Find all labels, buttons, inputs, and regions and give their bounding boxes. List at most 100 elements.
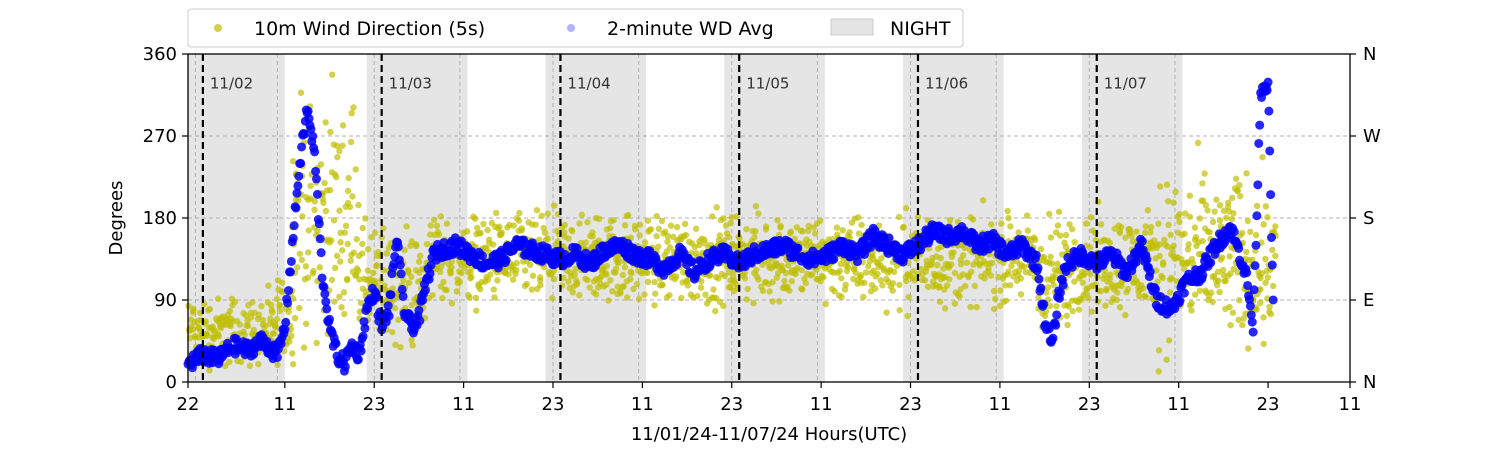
y-axis-right: N E S W N [1350,44,1381,393]
wind-5s-point [320,199,327,207]
wind-5s-point [1223,214,1230,221]
wind-5s-point [1236,297,1243,304]
wind-5s-point [1068,225,1076,233]
wind-5s-point [1267,310,1275,318]
wind-5s-point [341,310,348,318]
wind-5s-point [202,318,209,325]
wind-5s-point [426,231,434,238]
wind-5s-point [248,314,255,321]
wind-5s-point [991,305,998,313]
wind-5s-point [633,280,641,288]
day-label: 11/07 [1104,75,1147,93]
wind-5s-point [576,291,583,299]
wd-avg-point [687,257,697,267]
wind-5s-point [627,276,634,283]
wd-avg-point [1248,327,1258,337]
wind-5s-point [889,280,897,287]
wind-5s-point [741,269,748,277]
wind-5s-point [927,261,935,269]
wd-avg-point [272,353,282,363]
wind-5s-point [1071,278,1078,285]
wind-5s-point [255,360,262,368]
wind-5s-point [1144,206,1152,214]
wind-5s-point [330,217,338,224]
day-label: 11/06 [925,75,968,93]
wind-5s-point [443,220,451,227]
wind-5s-point [956,293,963,300]
wind-5s-point [448,300,456,307]
wind-5s-point [582,239,590,246]
wind-5s-point [1172,188,1179,196]
wind-5s-point [750,299,757,307]
wind-5s-point [1243,170,1250,177]
wd-avg-point [1055,288,1065,298]
wd-avg-point [386,290,396,300]
wind-5s-point [299,213,306,220]
wind-5s-point [241,331,248,338]
wd-avg-point [884,233,894,243]
wind-5s-point [1006,281,1014,289]
wind-5s-point [1176,218,1183,226]
wind-5s-point [336,293,343,300]
wind-5s-point [776,298,783,305]
wind-5s-point [651,278,658,286]
wind-5s-point [409,342,416,349]
wind-5s-point [630,285,637,293]
wind-5s-point [347,257,354,264]
wind-5s-point [448,258,456,265]
wind-5s-point [1106,239,1114,247]
wind-5s-point [494,277,501,284]
wind-5s-point [697,284,705,291]
wind-5s-point [347,138,355,146]
wd-avg-point [1067,262,1077,272]
wd-avg-point [285,267,295,277]
wind-5s-point [532,221,539,228]
wind-5s-point [924,283,932,291]
wind-5s-point [595,215,603,223]
wind-5s-point [1086,244,1094,251]
wind-5s-point [659,281,666,288]
wd-avg-point [322,304,332,314]
wd-avg-point [1234,243,1244,253]
wd-avg-point [395,260,405,270]
wind-5s-point [537,281,544,289]
wind-5s-point [1196,287,1204,294]
wd-avg-point [312,189,322,199]
wd-avg-point [360,323,370,333]
wind-5s-point [1186,192,1193,199]
wind-5s-point [969,216,977,223]
wd-avg-point [308,131,318,141]
wind-5s-point [328,237,335,244]
wind-5s-point [358,250,366,257]
wd-avg-point [396,269,406,279]
wind-5s-point [1188,300,1195,307]
wind-5s-point [755,276,762,283]
wind-5s-point [725,233,732,241]
wind-5s-point [1191,291,1199,298]
wind-5s-point [655,225,663,233]
wind-5s-point [752,228,759,235]
wind-5s-point [644,269,651,277]
wind-5s-point [1244,217,1252,225]
wind-5s-point [1186,213,1193,220]
wind-5s-point [846,234,853,241]
wind-direction-avg-series [183,77,1278,376]
wind-5s-point [576,220,583,227]
wind-5s-point [1156,241,1164,248]
x-tick-label: 11 [452,394,475,415]
wind-5s-point [512,270,519,278]
wind-5s-point [405,279,413,287]
y-right-tick-label: N [1363,44,1376,65]
wind-5s-point [561,221,568,229]
wind-5s-point [430,216,438,224]
wind-5s-point [1228,194,1236,202]
wd-avg-point [289,221,299,231]
wind-5s-point [1065,303,1072,310]
wind-5s-point [733,213,740,220]
wind-5s-point [1083,220,1090,227]
wind-5s-point [244,322,252,330]
wind-5s-point [574,280,581,287]
wind-5s-point [1202,201,1210,209]
wd-avg-point [1252,211,1262,221]
wd-avg-point [292,188,302,198]
